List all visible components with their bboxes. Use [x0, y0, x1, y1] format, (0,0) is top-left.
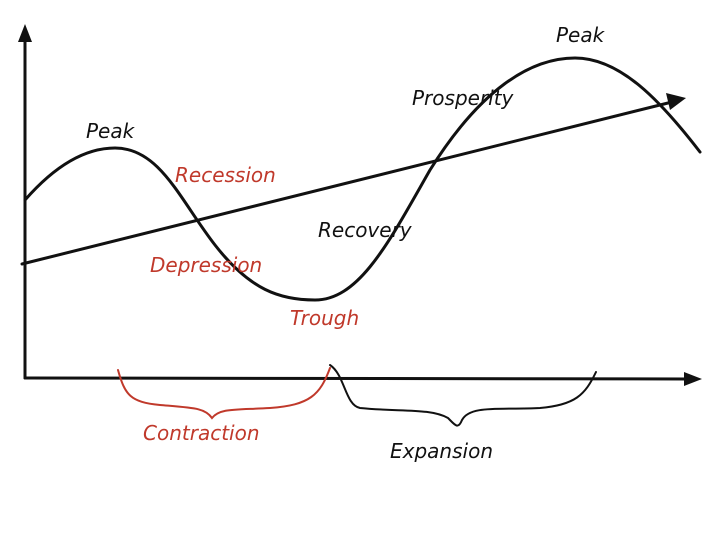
- stage-label: Depression: [150, 253, 262, 277]
- stage-label: Expansion: [390, 439, 493, 463]
- stage-label: Recession: [175, 163, 276, 187]
- stage-label: Contraction: [143, 421, 260, 445]
- stage-label: Peak: [86, 119, 136, 143]
- stage-label: Peak: [556, 23, 606, 47]
- contraction-brace: [117, 367, 331, 420]
- trend-line: [20, 100, 674, 266]
- stage-label: Prosperity: [412, 86, 515, 110]
- x-axis: [23, 376, 692, 381]
- y-axis-arrow: [18, 24, 32, 42]
- x-axis-arrow: [684, 372, 702, 386]
- stage-label: Trough: [290, 306, 359, 330]
- expansion-brace: [329, 364, 597, 427]
- trend-arrow: [666, 93, 686, 110]
- cycle-curve: [23, 56, 702, 302]
- stage-label: Recovery: [318, 218, 413, 242]
